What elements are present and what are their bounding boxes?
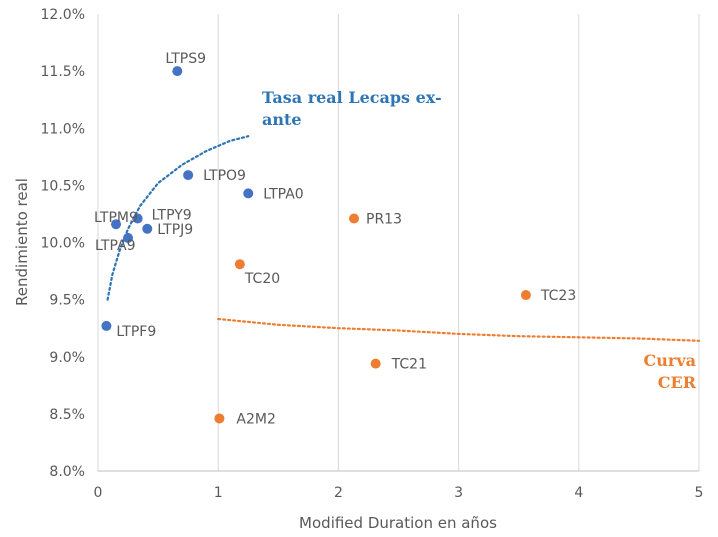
point-ltps9	[172, 66, 183, 77]
x-axis-title: Modified Duration en años	[299, 514, 497, 532]
y-tick-label: 8.5%	[49, 407, 85, 423]
cer-curve-annotation-line1: Curva	[644, 351, 696, 370]
lecaps-curve-line	[106, 135, 250, 301]
y-tick-label: 11.5%	[41, 64, 85, 80]
x-tick-label: 3	[454, 485, 463, 501]
point-label-pr13: PR13	[366, 212, 402, 228]
point-ltpa0	[243, 188, 254, 199]
point-label-ltpo9: LTPO9	[203, 168, 246, 184]
x-tick-label: 5	[695, 485, 704, 501]
point-a2m2	[214, 413, 225, 424]
point-label-ltps9: LTPS9	[165, 51, 206, 67]
lecaps-curve-annotation-line2: ante	[262, 110, 302, 129]
point-label-tc20: TC20	[244, 271, 280, 287]
data-points	[101, 66, 531, 424]
point-tc23	[520, 290, 531, 301]
cer-curve-line	[217, 317, 701, 342]
point-label-ltpy9: LTPY9	[152, 208, 192, 224]
y-tick-label: 9.5%	[49, 293, 85, 309]
point-label-ltpf9: LTPF9	[116, 324, 156, 340]
point-tc21	[370, 358, 381, 369]
point-label-tc23: TC23	[540, 288, 576, 304]
y-tick-label: 10.0%	[41, 236, 85, 252]
y-tick-label: 9.0%	[49, 350, 85, 366]
point-pr13	[349, 213, 360, 224]
point-ltpo9	[183, 170, 194, 181]
y-tick-label: 8.0%	[49, 464, 85, 480]
grid-lines	[97, 14, 700, 471]
point-labels: LTPS9 LTPO9 LTPA0 LTPY9 LTPM9 LTPJ9 LTPA9 LTPF9…	[94, 51, 576, 427]
point-label-ltpm9: LTPM9	[94, 210, 138, 226]
x-tick-label: 0	[94, 485, 103, 501]
point-label-ltpj9: LTPJ9	[157, 222, 193, 238]
point-ltpy9	[132, 213, 143, 224]
y-tick-label: 12.0%	[41, 7, 85, 23]
x-tick-label: 4	[574, 485, 583, 501]
point-label-ltpa9: LTPA9	[95, 238, 135, 254]
lecaps-curve-annotation-line1: Tasa real Lecaps ex-	[262, 88, 442, 107]
y-tick-label: 11.0%	[41, 121, 85, 137]
trend-curves	[106, 135, 701, 342]
x-tick-label: 1	[214, 485, 223, 501]
y-tick-labels: 8.0% 8.5% 9.0% 9.5% 10.0% 10.5% 11.0% 11.5% 12.0…	[41, 7, 85, 480]
point-tc20	[234, 259, 245, 270]
point-label-tc21: TC21	[391, 357, 427, 373]
y-tick-label: 10.5%	[41, 178, 85, 194]
cer-curve-annotation-line2: CER	[658, 373, 697, 392]
x-tick-labels: 0 1 2 3 4 5	[94, 485, 704, 501]
point-ltpf9	[101, 320, 112, 331]
point-label-a2m2: A2M2	[236, 411, 275, 427]
point-ltpa9	[123, 232, 134, 243]
point-label-ltpa0: LTPA0	[263, 186, 303, 202]
point-ltpm9	[111, 219, 122, 230]
y-axis-title: Rendimiento real	[13, 178, 31, 306]
point-ltpj9	[142, 223, 153, 234]
x-tick-label: 2	[334, 485, 343, 501]
